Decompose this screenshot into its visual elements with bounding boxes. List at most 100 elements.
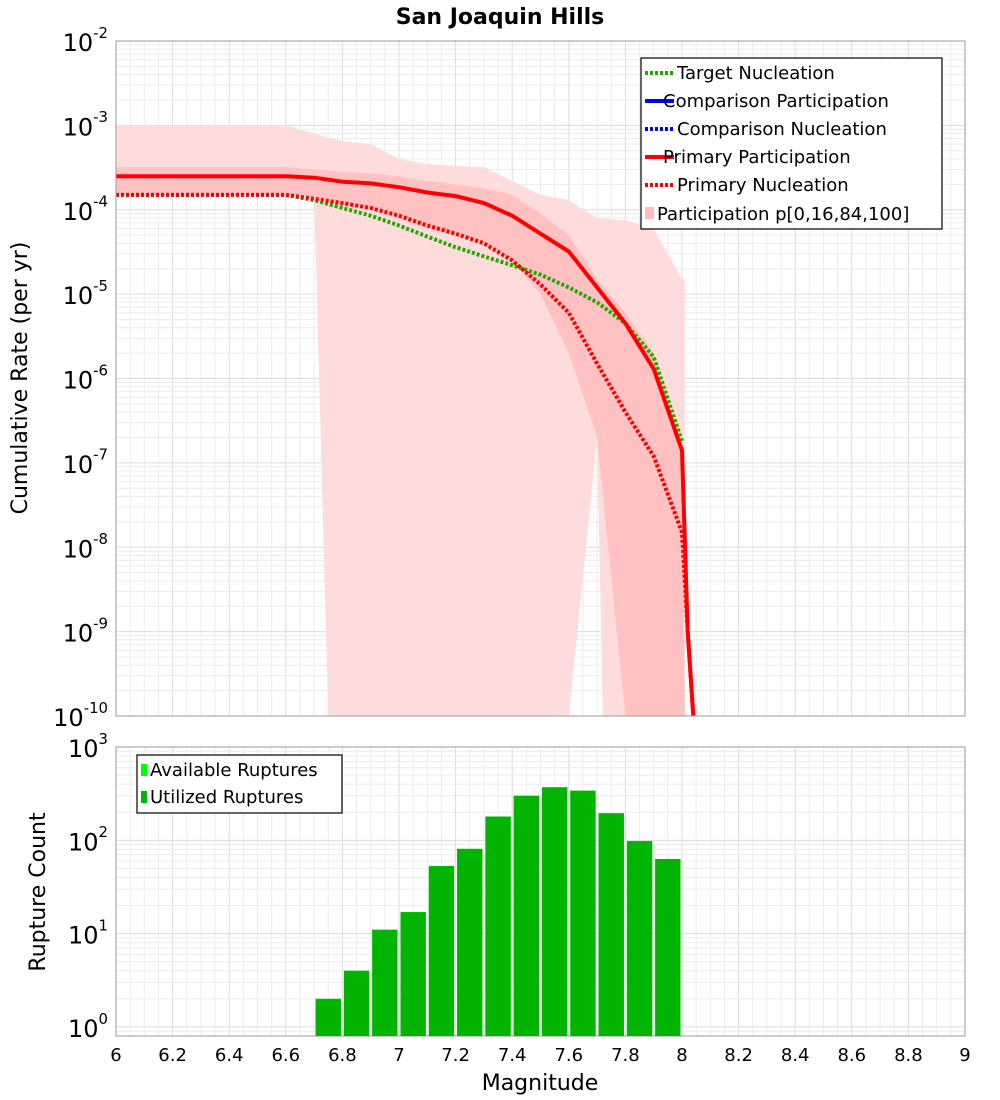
top-legend: Target Nucleation Comparison Participatio… (640, 57, 943, 230)
bottom-plot-frame (115, 746, 966, 1037)
top-y-tick-label-base: 10 (63, 620, 94, 648)
chart-title: San Joaquin Hills (396, 5, 605, 30)
top-y-tick-label-base: 10 (63, 367, 94, 395)
bottom-legend-label-0: Available Ruptures (150, 760, 318, 781)
bar-utilized (570, 790, 596, 1036)
top-y-tick-label-base: 10 (63, 29, 94, 57)
series-line-0 (116, 192, 684, 442)
top-y-ticks: 10-210-310-410-510-610-710-810-910-10 (53, 24, 108, 732)
x-tick-label: 6 (110, 1045, 121, 1066)
top-y-tick-label: 10-5 (63, 277, 108, 310)
bar-utilized (400, 912, 426, 1036)
top-y-tick-label-base: 10 (63, 198, 94, 226)
bar-utilized (428, 866, 455, 1036)
x-tick-label: 8.2 (724, 1045, 753, 1066)
top-y-tick-label-exp: -3 (93, 108, 108, 126)
x-tick-label: 8.8 (894, 1045, 923, 1066)
x-tick-label: 8.4 (781, 1045, 810, 1066)
bottom-y-tick-label: 103 (68, 730, 108, 763)
top-y-tick-label-exp: -6 (93, 361, 108, 379)
legend-label-1: Comparison Participation (663, 91, 889, 112)
top-y-tick-label-base: 10 (63, 282, 94, 310)
bar-utilized (542, 787, 568, 1036)
x-tick-label: 6.2 (158, 1045, 187, 1066)
top-y-tick-label: 10-7 (63, 446, 108, 479)
top-y-tick-label-exp: -2 (93, 24, 108, 42)
bottom-y-tick-label-exp: 0 (99, 1010, 108, 1028)
top-y-tick-label: 10-8 (63, 530, 108, 563)
x-tick-label: 7.8 (611, 1045, 640, 1066)
top-plot-frame (115, 40, 966, 717)
bar-utilized (372, 929, 398, 1036)
bottom-y-tick-label-exp: 1 (99, 916, 108, 934)
x-tick-label: 8 (676, 1045, 687, 1066)
x-tick-label: 6.8 (328, 1045, 357, 1066)
x-tick-label: 6.6 (271, 1045, 300, 1066)
bottom-y-tick-label-base: 10 (68, 735, 99, 763)
bars (315, 787, 681, 1036)
legend-swatch-band (645, 207, 654, 219)
bottom-y-axis-label: Rupture Count (26, 812, 51, 972)
bottom-y-tick-label-exp: 2 (99, 823, 108, 841)
x-tick-label: 8.6 (837, 1045, 866, 1066)
series-line-4 (116, 192, 696, 716)
top-y-tick-label-exp: -7 (93, 446, 108, 464)
top-y-tick-label: 10-9 (63, 614, 108, 647)
bar-utilized (626, 841, 653, 1036)
top-y-tick-label-exp: -8 (93, 530, 108, 548)
bottom-y-tick-label-exp: 3 (99, 730, 108, 748)
bar-utilized (513, 795, 539, 1036)
top-y-tick-label: 10-3 (63, 108, 108, 141)
bottom-legend-swatch-1 (141, 791, 147, 803)
bottom-y-tick-label-base: 10 (68, 1015, 99, 1043)
bar-utilized (457, 848, 483, 1036)
legend-label-2: Comparison Nucleation (677, 119, 887, 140)
bar-utilized (315, 998, 341, 1036)
top-y-tick-label: 10-4 (63, 193, 108, 226)
x-tick-label: 7.2 (441, 1045, 470, 1066)
top-y-tick-label-base: 10 (63, 535, 94, 563)
x-ticks: 6 6.2 6.4 6.6 6.8 7 7.2 7.4 7.6 7.8 8 8.2 8.4 8.6 8.8 9 (110, 1045, 970, 1066)
bottom-legend: Available Ruptures Utilized Ruptures (136, 754, 343, 814)
bar-utilized (343, 970, 370, 1036)
x-tick-label: 6.4 (215, 1045, 244, 1066)
top-legend-box (640, 57, 943, 230)
legend-label-4: Primary Nucleation (677, 175, 849, 196)
bar-utilized (485, 816, 511, 1036)
top-y-tick-label: 10-10 (53, 699, 108, 732)
x-tick-label: 7 (393, 1045, 404, 1066)
series-line-3 (116, 174, 696, 716)
bar-utilized (598, 813, 624, 1036)
band-p16-p84 (116, 167, 685, 716)
top-y-tick-label-base: 10 (63, 113, 94, 141)
bottom-y-tick-label: 102 (68, 823, 108, 856)
bottom-y-tick-label-base: 10 (68, 922, 99, 950)
top-y-tick-label-exp: -10 (84, 699, 108, 717)
x-tick-label: 7.6 (554, 1045, 583, 1066)
participation-band (116, 125, 685, 716)
x-tick-label: 7.4 (498, 1045, 527, 1066)
legend-label-3: Primary Participation (663, 147, 851, 168)
legend-label-0: Target Nucleation (676, 63, 835, 84)
top-y-tick-label-exp: -4 (93, 193, 108, 211)
top-y-tick-label: 10-2 (63, 24, 108, 57)
top-y-tick-label-base: 10 (53, 704, 84, 732)
bottom-legend-label-1: Utilized Ruptures (150, 787, 303, 808)
legend-label-band: Participation p[0,16,84,100] (657, 204, 909, 225)
bar-utilized (655, 859, 681, 1036)
top-y-tick-label: 10-6 (63, 361, 108, 394)
top-y-tick-label-exp: -5 (93, 277, 108, 295)
top-y-tick-label-base: 10 (63, 451, 94, 479)
bottom-y-tick-label-base: 10 (68, 828, 99, 856)
bottom-y-tick-label: 100 (68, 1010, 108, 1043)
x-axis-label: Magnitude (482, 1071, 599, 1096)
top-y-axis-label: Cumulative Rate (per yr) (8, 242, 33, 515)
x-tick-label: 9 (959, 1045, 970, 1066)
series-lines (116, 174, 696, 716)
bottom-y-tick-label: 101 (68, 916, 108, 949)
top-y-tick-label-exp: -9 (93, 614, 108, 632)
bottom-legend-box (136, 754, 343, 814)
bottom-legend-swatch-0 (141, 764, 147, 776)
